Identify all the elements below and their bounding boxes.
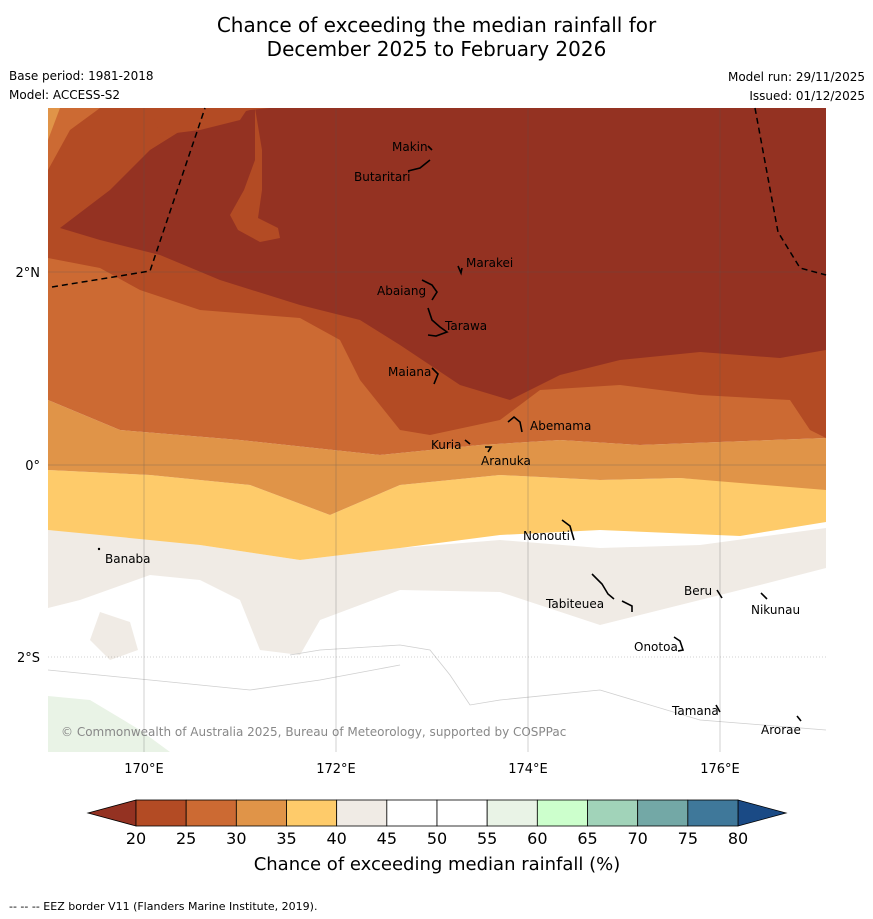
lat-label-2s: 2°S — [17, 651, 40, 666]
contour-line-50 — [289, 644, 826, 731]
lon-label-176e: 176°E — [700, 762, 740, 777]
colorbar-cell-20-25 — [135, 799, 187, 827]
colorbar-under-arrow — [86, 799, 137, 827]
colorbar: 20 25 30 35 40 45 50 55 60 65 70 75 80 Chance of exc… — [86, 799, 788, 875]
zone-30-35-corner — [48, 108, 60, 140]
zone-20-25-top — [150, 108, 248, 135]
place-makin: Makin — [392, 140, 428, 154]
graticule — [48, 108, 826, 752]
place-butaritari: Butaritari — [354, 170, 411, 184]
place-beru: Beru — [684, 584, 712, 598]
issued-date: Issued: 01/12/2025 — [749, 89, 865, 103]
contour-line-50-west — [48, 664, 401, 691]
place-onotoa: Onotoa — [634, 640, 678, 654]
lon-label-170e: 170°E — [124, 762, 164, 777]
colorbar-tick-55: 55 — [477, 829, 497, 848]
colorbar-tick-30: 30 — [226, 829, 246, 848]
colorbar-tick-25: 25 — [176, 829, 196, 848]
place-marakei: Marakei — [466, 256, 513, 270]
colorbar-cell-75-80 — [687, 799, 739, 827]
colorbar-tick-50: 50 — [427, 829, 447, 848]
zone-40-45 — [48, 528, 826, 655]
zone-20-25-tongue — [230, 108, 280, 242]
lat-label-2n: 2°N — [16, 266, 41, 281]
place-labels: Makin Butaritari Marakei Abaiang Tarawa … — [105, 140, 801, 737]
colorbar-cell-30-35 — [235, 799, 287, 827]
colorbar-tick-20: 20 — [126, 829, 146, 848]
title-line-2: December 2025 to February 2026 — [266, 37, 607, 61]
place-nikunau: Nikunau — [751, 603, 800, 617]
place-maiana: Maiana — [388, 365, 431, 379]
place-banaba: Banaba — [105, 552, 151, 566]
zone-30-35 — [48, 400, 826, 515]
colorbar-tick-65: 65 — [577, 829, 597, 848]
colorbar-cell-55-60 — [486, 799, 538, 827]
probability-contours — [48, 108, 826, 752]
lon-label-174e: 174°E — [508, 762, 548, 777]
zone-under-20-edge — [780, 108, 826, 350]
lon-label-172e: 172°E — [316, 762, 356, 777]
model-name: Model: ACCESS-S2 — [9, 88, 121, 102]
title-line-1: Chance of exceeding the median rainfall … — [216, 13, 657, 37]
axis-labels: 2°N 0° 2°S 170°E 172°E 174°E 176°E — [16, 266, 740, 777]
colorbar-tick-80: 80 — [728, 829, 748, 848]
place-arorae: Arorae — [761, 723, 801, 737]
colorbar-over-arrow — [737, 799, 788, 827]
colorbar-tick-35: 35 — [276, 829, 296, 848]
zone-40-45-patch — [90, 612, 138, 660]
colorbar-tick-75: 75 — [678, 829, 698, 848]
base-period: Base period: 1981-2018 — [9, 69, 154, 83]
colorbar-cell-25-30 — [185, 799, 237, 827]
place-tabiteuea: Tabiteuea — [545, 597, 604, 611]
place-aranuka: Aranuka — [481, 454, 531, 468]
copyright-notice: © Commonwealth of Australia 2025, Bureau… — [61, 725, 566, 739]
colorbar-cell-40-45 — [336, 799, 388, 827]
colorbar-title: Chance of exceeding median rainfall (%) — [254, 854, 621, 875]
eez-footer-note: -- -- -- EEZ border V11 (Flanders Marine… — [9, 900, 318, 913]
colorbar-cell-45-50 — [386, 799, 438, 827]
eez-border — [51, 107, 827, 288]
colorbar-cell-70-75 — [637, 799, 689, 827]
colorbar-cell-35-40 — [286, 799, 338, 827]
colorbar-cell-65-70 — [587, 799, 639, 827]
place-nonouti: Nonouti — [523, 529, 570, 543]
place-tamana: Tamana — [671, 704, 719, 718]
colorbar-tick-40: 40 — [326, 829, 346, 848]
colorbar-tick-45: 45 — [377, 829, 397, 848]
colorbar-cell-50-55 — [436, 799, 488, 827]
colorbar-tick-60: 60 — [527, 829, 547, 848]
zone-35-40 — [48, 470, 826, 560]
place-abemama: Abemama — [530, 419, 591, 433]
model-run: Model run: 29/11/2025 — [727, 70, 865, 84]
colorbar-tick-70: 70 — [627, 829, 647, 848]
atoll-outlines — [97, 145, 802, 722]
colorbar-cell-60-65 — [536, 799, 588, 827]
place-kuria: Kuria — [431, 438, 462, 452]
place-tarawa: Tarawa — [444, 319, 487, 333]
zone-55-60 — [48, 696, 170, 752]
lat-label-0: 0° — [25, 459, 40, 474]
place-abaiang: Abaiang — [377, 284, 426, 298]
